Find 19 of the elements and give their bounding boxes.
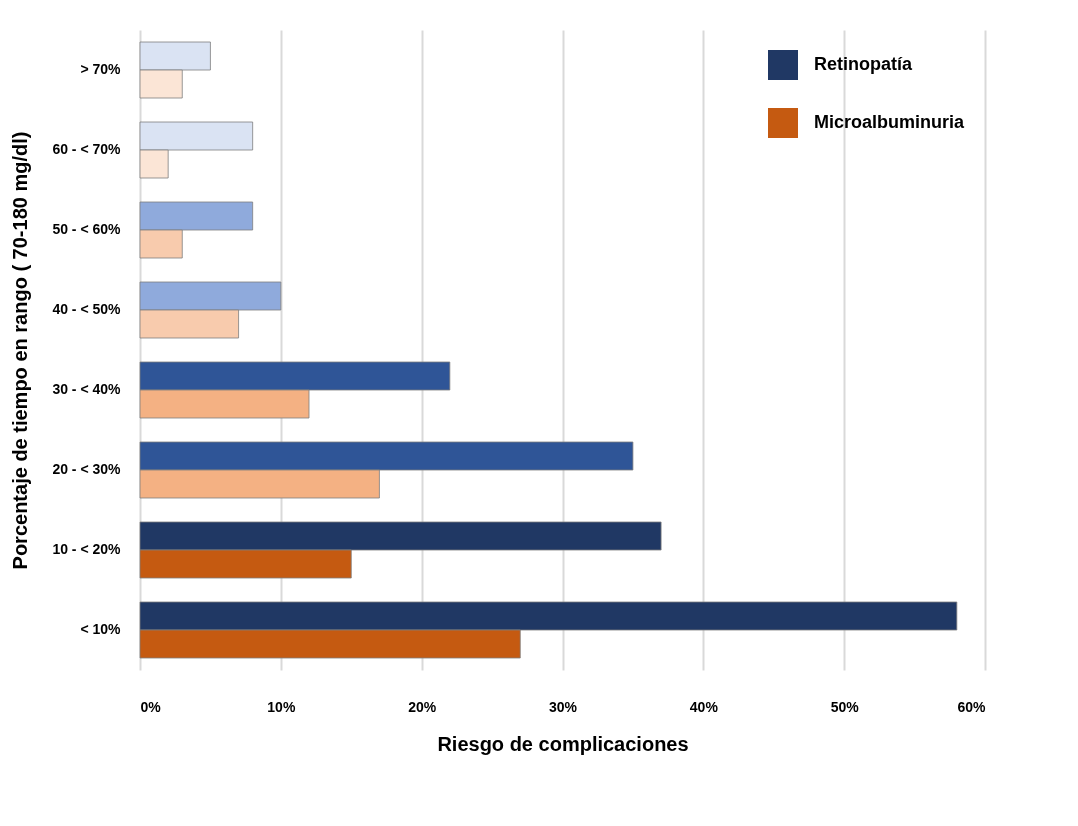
x-axis-title: Riesgo de complicaciones [437, 732, 689, 755]
x-tick-label: 40% [689, 698, 719, 715]
legend-label: Retinopatía [814, 54, 913, 74]
y-tick-label: 50 - < 60% [52, 221, 122, 237]
y-tick-label: 10 - < 20% [52, 541, 122, 557]
y-axis-title: Porcentaje de tiempo en rango ( 70-180 mg/dl) [8, 131, 31, 570]
x-tick-label: 10% [267, 698, 296, 715]
y-tick-label: 20 - < 30% [52, 461, 122, 477]
y-tick-label: > 70% [80, 61, 122, 77]
x-tick-label: 20% [408, 698, 437, 715]
y-tick-label: 30 - < 40% [52, 381, 122, 397]
legend-label: Microalbuminuria [814, 112, 966, 132]
y-tick-label: 40 - < 50% [52, 301, 122, 317]
x-tick-label: 50% [830, 698, 860, 715]
x-tick-label: 30% [548, 698, 578, 715]
y-tick-label: 60 - < 70% [52, 141, 122, 157]
x-tick-label: 0% [140, 698, 162, 715]
y-tick-label: < 10% [80, 621, 122, 637]
x-tick-label: 60% [957, 698, 987, 715]
